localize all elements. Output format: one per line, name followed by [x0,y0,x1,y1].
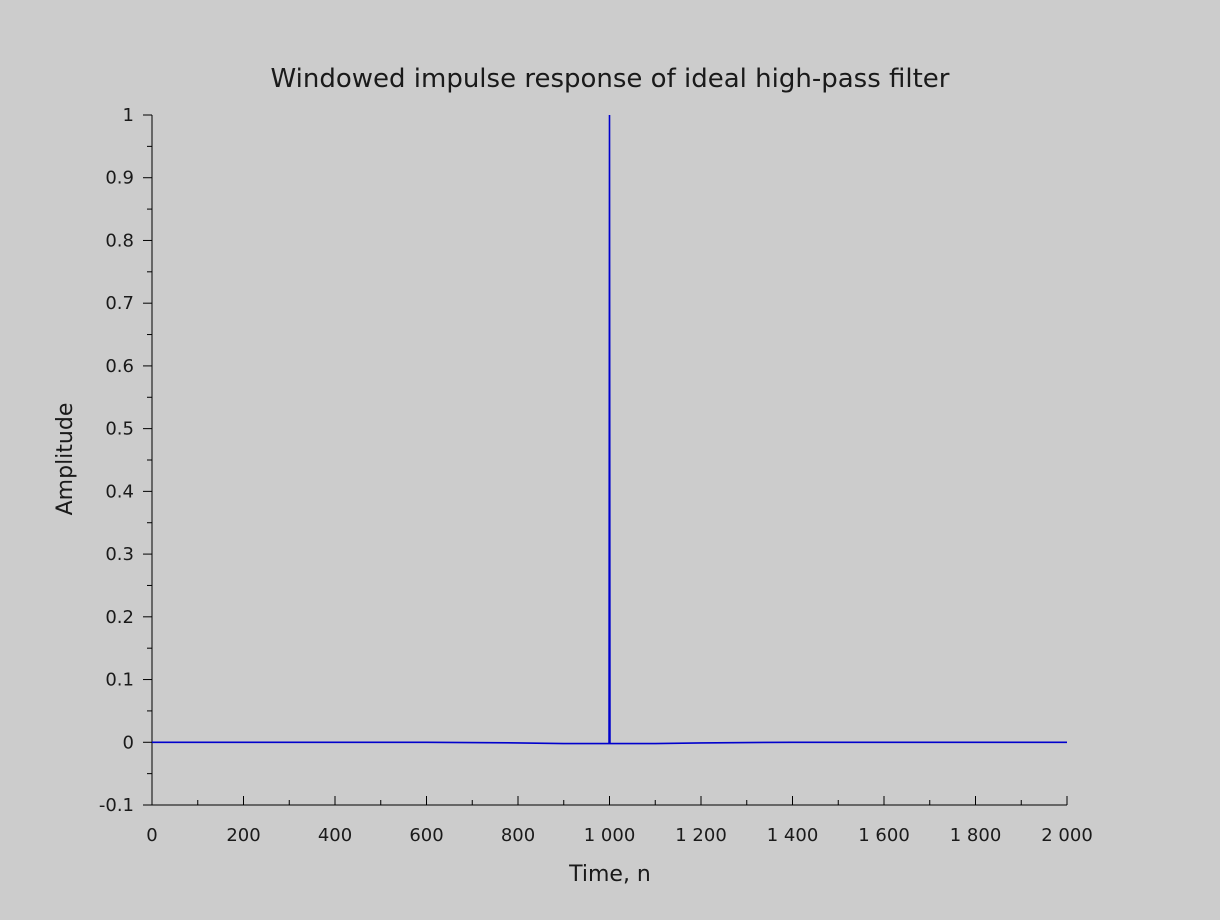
series-line-1 [152,114,1067,745]
chart-title: Windowed impulse response of ideal high-… [270,64,949,94]
y-tick-label: 0.8 [105,230,134,251]
x-tick-label: 1 200 [675,825,727,846]
x-tick-label: 2 000 [1041,825,1093,846]
y-tick-label: 0.5 [105,419,134,440]
x-tick-label: 1 400 [767,825,819,846]
y-tick-label: 0.9 [105,168,134,189]
y-tick-label: -0.1 [99,795,134,816]
y-tick-label: 0.6 [105,356,134,377]
y-tick-label: 0.2 [105,607,134,628]
y-tick-label: 0.3 [105,544,134,565]
y-tick-label: 0 [123,732,134,753]
y-tick-label: 0.4 [105,481,134,502]
x-tick-label: 800 [501,825,535,846]
y-tick-label: 0.7 [105,293,134,314]
x-tick-label: 0 [146,825,157,846]
x-tick-label: 1 600 [858,825,910,846]
plot-area [152,114,1067,745]
x-tick-label: 1 000 [584,825,636,846]
x-axis-label: Time, n [568,862,651,887]
y-tick-label: 1 [123,105,134,126]
axes: 0 200 400 600 800 1 000 1 200 1 400 1 600 1 800 2 … [99,105,1093,846]
y-tick-label: 0.1 [105,670,134,691]
x-tick-label: 400 [318,825,352,846]
x-tick-label: 600 [409,825,443,846]
x-tick-label: 200 [226,825,260,846]
y-axis-label: Amplitude [53,403,78,516]
x-tick-label: 1 800 [950,825,1002,846]
